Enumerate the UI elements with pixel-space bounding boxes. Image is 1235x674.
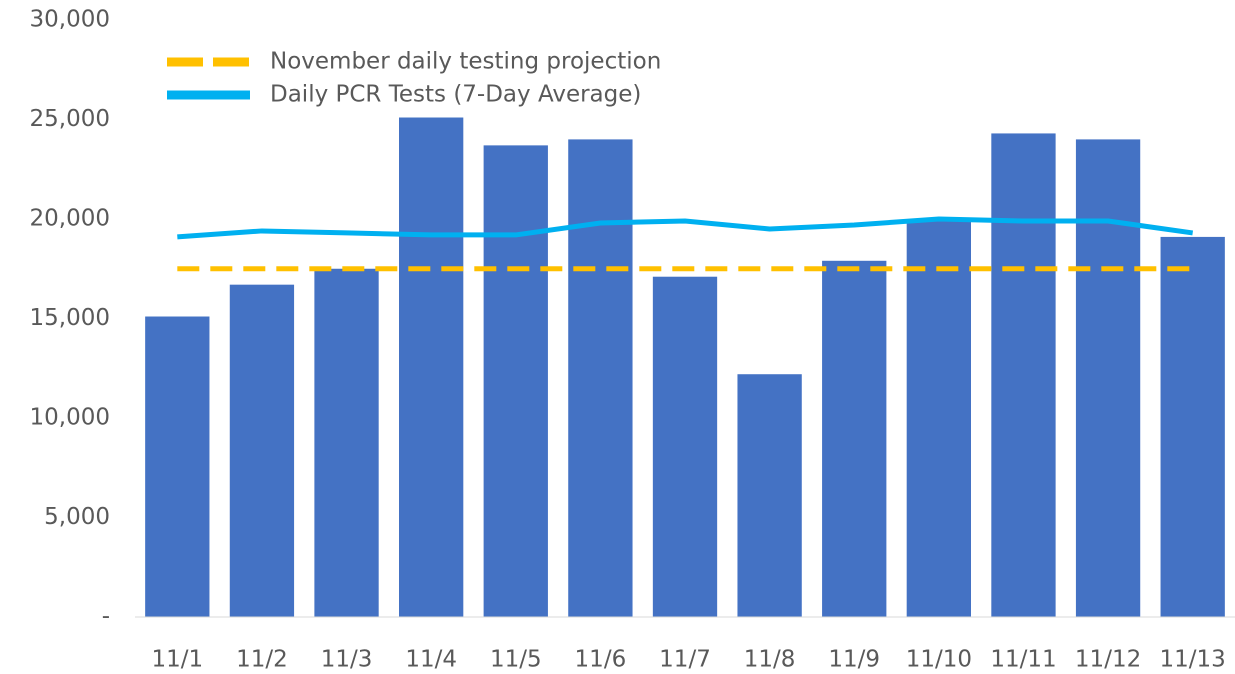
bar <box>822 260 887 617</box>
y-tick-label: 30,000 <box>30 7 110 33</box>
x-tick-label: 11/10 <box>906 647 972 673</box>
x-tick-label: 11/4 <box>405 647 457 673</box>
y-tick-label: 15,000 <box>30 305 110 331</box>
bar <box>1075 139 1141 617</box>
y-tick-label: 5,000 <box>44 504 110 530</box>
bar <box>991 133 1056 617</box>
legend-label: Daily PCR Tests (7-Day Average) <box>270 82 641 108</box>
bar <box>652 276 718 617</box>
bar <box>145 316 210 617</box>
line-series <box>177 216 1194 240</box>
bar <box>1160 236 1225 617</box>
y-tick-label: 20,000 <box>30 206 110 232</box>
bar <box>229 284 295 617</box>
legend-label: November daily testing projection <box>270 49 661 75</box>
y-tick-label: - <box>102 604 110 630</box>
bar <box>314 268 379 617</box>
x-tick-label: 11/1 <box>151 647 203 673</box>
y-tick-label: 25,000 <box>30 106 110 132</box>
bar <box>483 145 548 617</box>
x-tick-label: 11/2 <box>236 647 288 673</box>
x-tick-label: 11/9 <box>828 647 880 673</box>
x-tick-label: 11/6 <box>575 647 627 673</box>
x-tick-label: 11/7 <box>659 647 711 673</box>
x-tick-label: 11/3 <box>321 647 373 673</box>
x-tick-label: 11/11 <box>990 647 1056 673</box>
bar <box>568 139 633 617</box>
y-tick-label: 10,000 <box>30 405 110 431</box>
x-tick-label: 11/8 <box>744 647 796 673</box>
x-tick-label: 11/12 <box>1075 647 1141 673</box>
x-tick-label: 11/5 <box>490 647 542 673</box>
bar <box>399 117 464 617</box>
bar <box>737 374 802 617</box>
x-tick-label: 11/13 <box>1160 647 1226 673</box>
bar <box>906 219 971 617</box>
